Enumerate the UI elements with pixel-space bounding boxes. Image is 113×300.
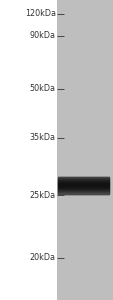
Text: 90kDa: 90kDa	[30, 32, 55, 40]
Text: 35kDa: 35kDa	[30, 134, 55, 142]
Text: 50kDa: 50kDa	[30, 84, 55, 93]
Text: 20kDa: 20kDa	[30, 254, 55, 262]
Text: 25kDa: 25kDa	[29, 190, 55, 200]
Text: 120kDa: 120kDa	[25, 9, 55, 18]
